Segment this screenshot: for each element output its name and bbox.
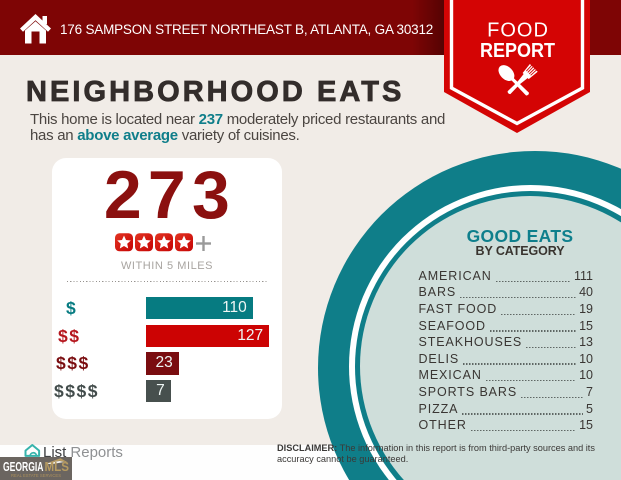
svg-text:REPORT: REPORT (480, 39, 555, 62)
svg-text:FOOD: FOOD (487, 20, 549, 42)
svg-text:MLS: MLS (45, 460, 70, 474)
svg-text:Reports: Reports (70, 443, 123, 460)
svg-text:GEORGIA: GEORGIA (3, 460, 44, 474)
svg-text:List: List (43, 443, 67, 460)
svg-text:REAL ESTATE SERVICES: REAL ESTATE SERVICES (11, 473, 61, 478)
